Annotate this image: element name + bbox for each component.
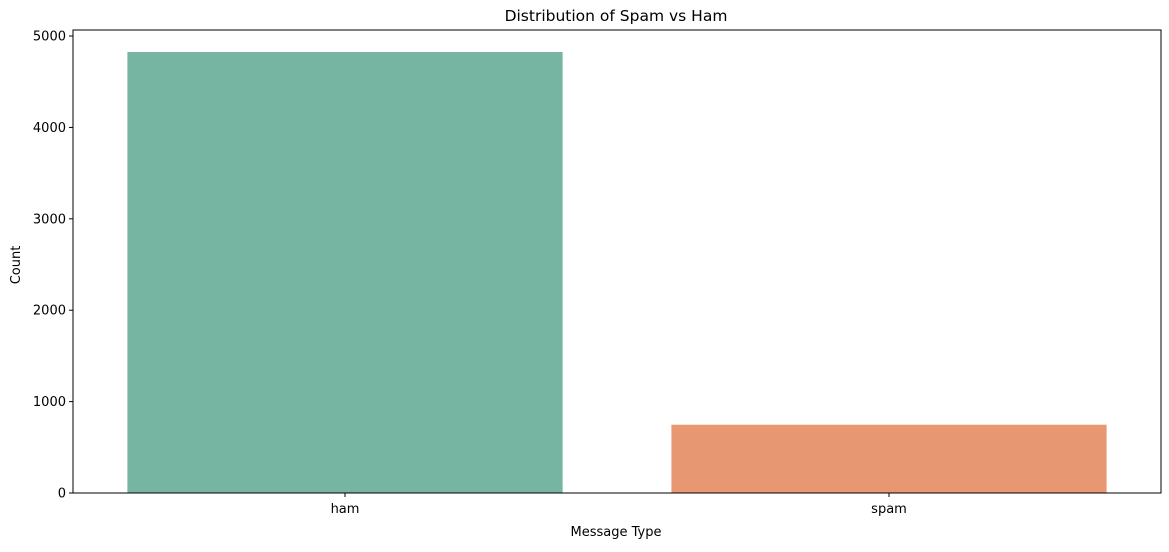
plot-frame	[72, 29, 1162, 494]
x-tick-label-spam: spam	[871, 502, 907, 517]
axes-layer: ham spam 0 1000 2000 3000 4000 5000	[33, 29, 1162, 517]
y-axis-label: Count	[9, 246, 24, 285]
bar-ham	[127, 52, 563, 494]
bar-spam	[671, 424, 1107, 493]
y-tick-label-2000: 2000	[33, 304, 66, 319]
x-axis-label: Message Type	[571, 525, 662, 540]
y-tick-label-1000: 1000	[33, 395, 66, 410]
y-tick-label-4000: 4000	[33, 121, 66, 136]
bars-layer	[127, 52, 1107, 494]
x-tick-label-ham: ham	[331, 502, 360, 517]
y-tick-label-0: 0	[58, 487, 66, 502]
chart-title: Distribution of Spam vs Ham	[505, 7, 728, 25]
y-tick-label-3000: 3000	[33, 212, 66, 227]
y-tick-label-5000: 5000	[33, 30, 66, 45]
